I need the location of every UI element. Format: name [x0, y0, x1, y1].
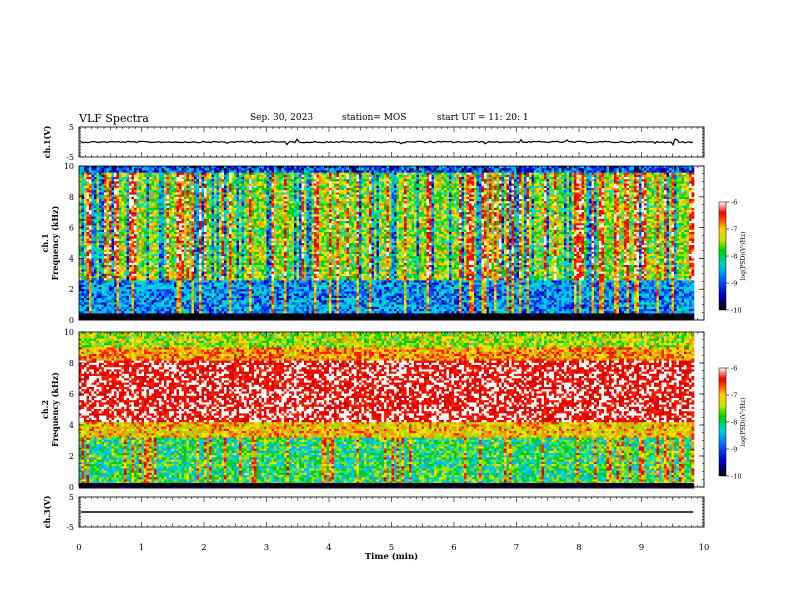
y-tick-label: 10 [64, 328, 74, 337]
y-axis-label: Frequency (kHz) [50, 372, 60, 447]
channel-label: ch.1 [40, 233, 50, 252]
colorbar-tick-label: -10 [731, 473, 741, 481]
axes-panel-0: 5 -5 ch.1(V) [42, 123, 705, 162]
y-tick-label: 2 [69, 285, 74, 294]
colorbar-tick-label: -8 [731, 253, 737, 261]
colorbar-tick-label: -7 [731, 392, 737, 400]
y-tick-label: 10 [64, 162, 74, 171]
x-tick-label: 9 [639, 543, 644, 553]
y-tick-label: 8 [69, 359, 74, 368]
figure-title: VLF Spectra [79, 112, 149, 125]
start-time-label: start UT = 11: 20: 1 [437, 113, 529, 123]
channel-label: ch.2 [40, 400, 50, 419]
y-tick-label: 4 [69, 421, 74, 430]
colorbar-tick-label: -9 [731, 446, 737, 454]
x-tick-label: 1 [139, 543, 144, 553]
colorbar-tick-label: -7 [731, 226, 737, 234]
axes-panel-1: 0 2 4 6 8 10 ch.1 Frequency (kHz) [40, 162, 705, 325]
y-tick-label: 0 [69, 316, 74, 325]
y-tick-label: 8 [69, 193, 74, 202]
colorbar-tick-label: -8 [731, 419, 737, 427]
y-tick-label: 5 [69, 123, 74, 132]
station-label: station= MOS [342, 113, 406, 123]
x-tick-label: 6 [451, 543, 456, 553]
y-tick-label: 5 [69, 493, 74, 502]
colorbar-ch1: -6 -7 -8 -9 -10 log(PSD)(V²/Hz) [718, 199, 747, 315]
y-tick-label: 6 [69, 224, 74, 233]
date-label: Sep. 30, 2023 [250, 113, 313, 123]
x-tick-label: 4 [326, 543, 331, 553]
y-tick-label: 4 [69, 254, 74, 263]
y-axis-label: Frequency (kHz) [50, 205, 60, 280]
colorbar-label: log(PSD)(V²/Hz) [740, 232, 747, 281]
x-tick-label: 10 [699, 543, 710, 553]
x-axis-label: Time (min) [365, 551, 418, 562]
x-tick-label: 5 [389, 543, 394, 553]
axes-panel-3: 5 -5 ch.3(V) 0 1 2 3 4 5 6 7 8 9 10 Time (min) [42, 493, 709, 562]
y-tick-label: -5 [66, 523, 74, 532]
colorbar-tick-label: -6 [731, 199, 737, 207]
spectrogram-ch1 [79, 166, 695, 321]
spectrogram-ch2 [79, 332, 695, 489]
y-tick-label: -5 [66, 153, 74, 162]
y-axis-label: ch.3(V) [42, 495, 52, 528]
x-tick-label: 8 [576, 543, 581, 553]
colorbar-tick-label: -6 [731, 365, 737, 373]
x-tick-label: 3 [264, 543, 269, 553]
x-tick-label: 7 [514, 543, 519, 553]
y-axis-label: ch.1(V) [42, 125, 52, 158]
colorbar-ch2: -6 -7 -8 -9 -10 log(PSD)(V²/Hz) [718, 365, 747, 481]
colorbar-label: log(PSD)(V²/Hz) [740, 398, 747, 447]
colorbar-tick-label: -10 [731, 307, 741, 315]
x-tick-label: 0 [76, 543, 81, 553]
axes-panel-2: 0 2 4 6 8 10 ch.2 Frequency (kHz) [40, 328, 705, 492]
y-tick-label: 2 [69, 452, 74, 461]
y-tick-label: 0 [69, 483, 74, 492]
x-tick-label: 2 [201, 543, 206, 553]
waveform-ch1 [80, 138, 694, 147]
colorbar-tick-label: -9 [731, 280, 737, 288]
y-tick-label: 6 [69, 390, 74, 399]
